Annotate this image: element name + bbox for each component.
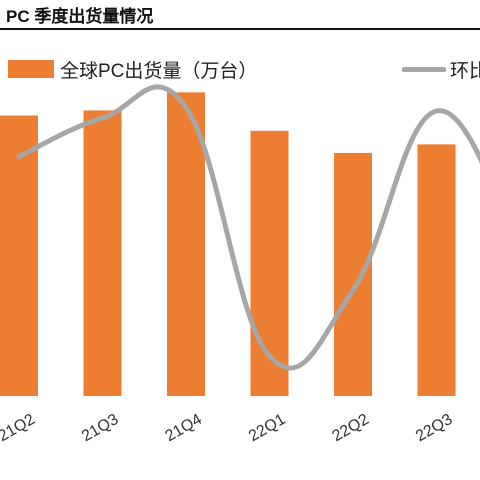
legend-swatch-shipments <box>8 60 54 78</box>
legend-label-shipments: 全球PC出货量（万台） <box>60 61 258 82</box>
bar-22Q3 <box>417 144 456 396</box>
x-tick-label: 21Q2 <box>0 411 38 445</box>
x-tick-label: 21Q3 <box>79 411 121 445</box>
line-qoq <box>16 84 480 371</box>
x-tick-label: 21Q4 <box>163 411 205 445</box>
bar-21Q3 <box>83 110 122 397</box>
bar-22Q1 <box>250 130 289 397</box>
x-tick-label: 22Q3 <box>413 411 455 445</box>
bar-22Q2 <box>334 152 372 396</box>
bar-21Q2 <box>0 115 38 396</box>
bar-21Q4 <box>167 92 205 396</box>
legend: 全球PC出货量（万台） 环比 <box>0 50 480 84</box>
legend-swatch-qoq <box>402 67 446 72</box>
x-tick-label: 22Q2 <box>330 411 372 445</box>
legend-label-qoq: 环比 <box>450 61 480 82</box>
title-bar: PC 季度出货量情况 <box>0 0 480 30</box>
x-tick-label: 22Q1 <box>246 411 288 445</box>
chart-title: PC 季度出货量情况 <box>6 7 154 26</box>
